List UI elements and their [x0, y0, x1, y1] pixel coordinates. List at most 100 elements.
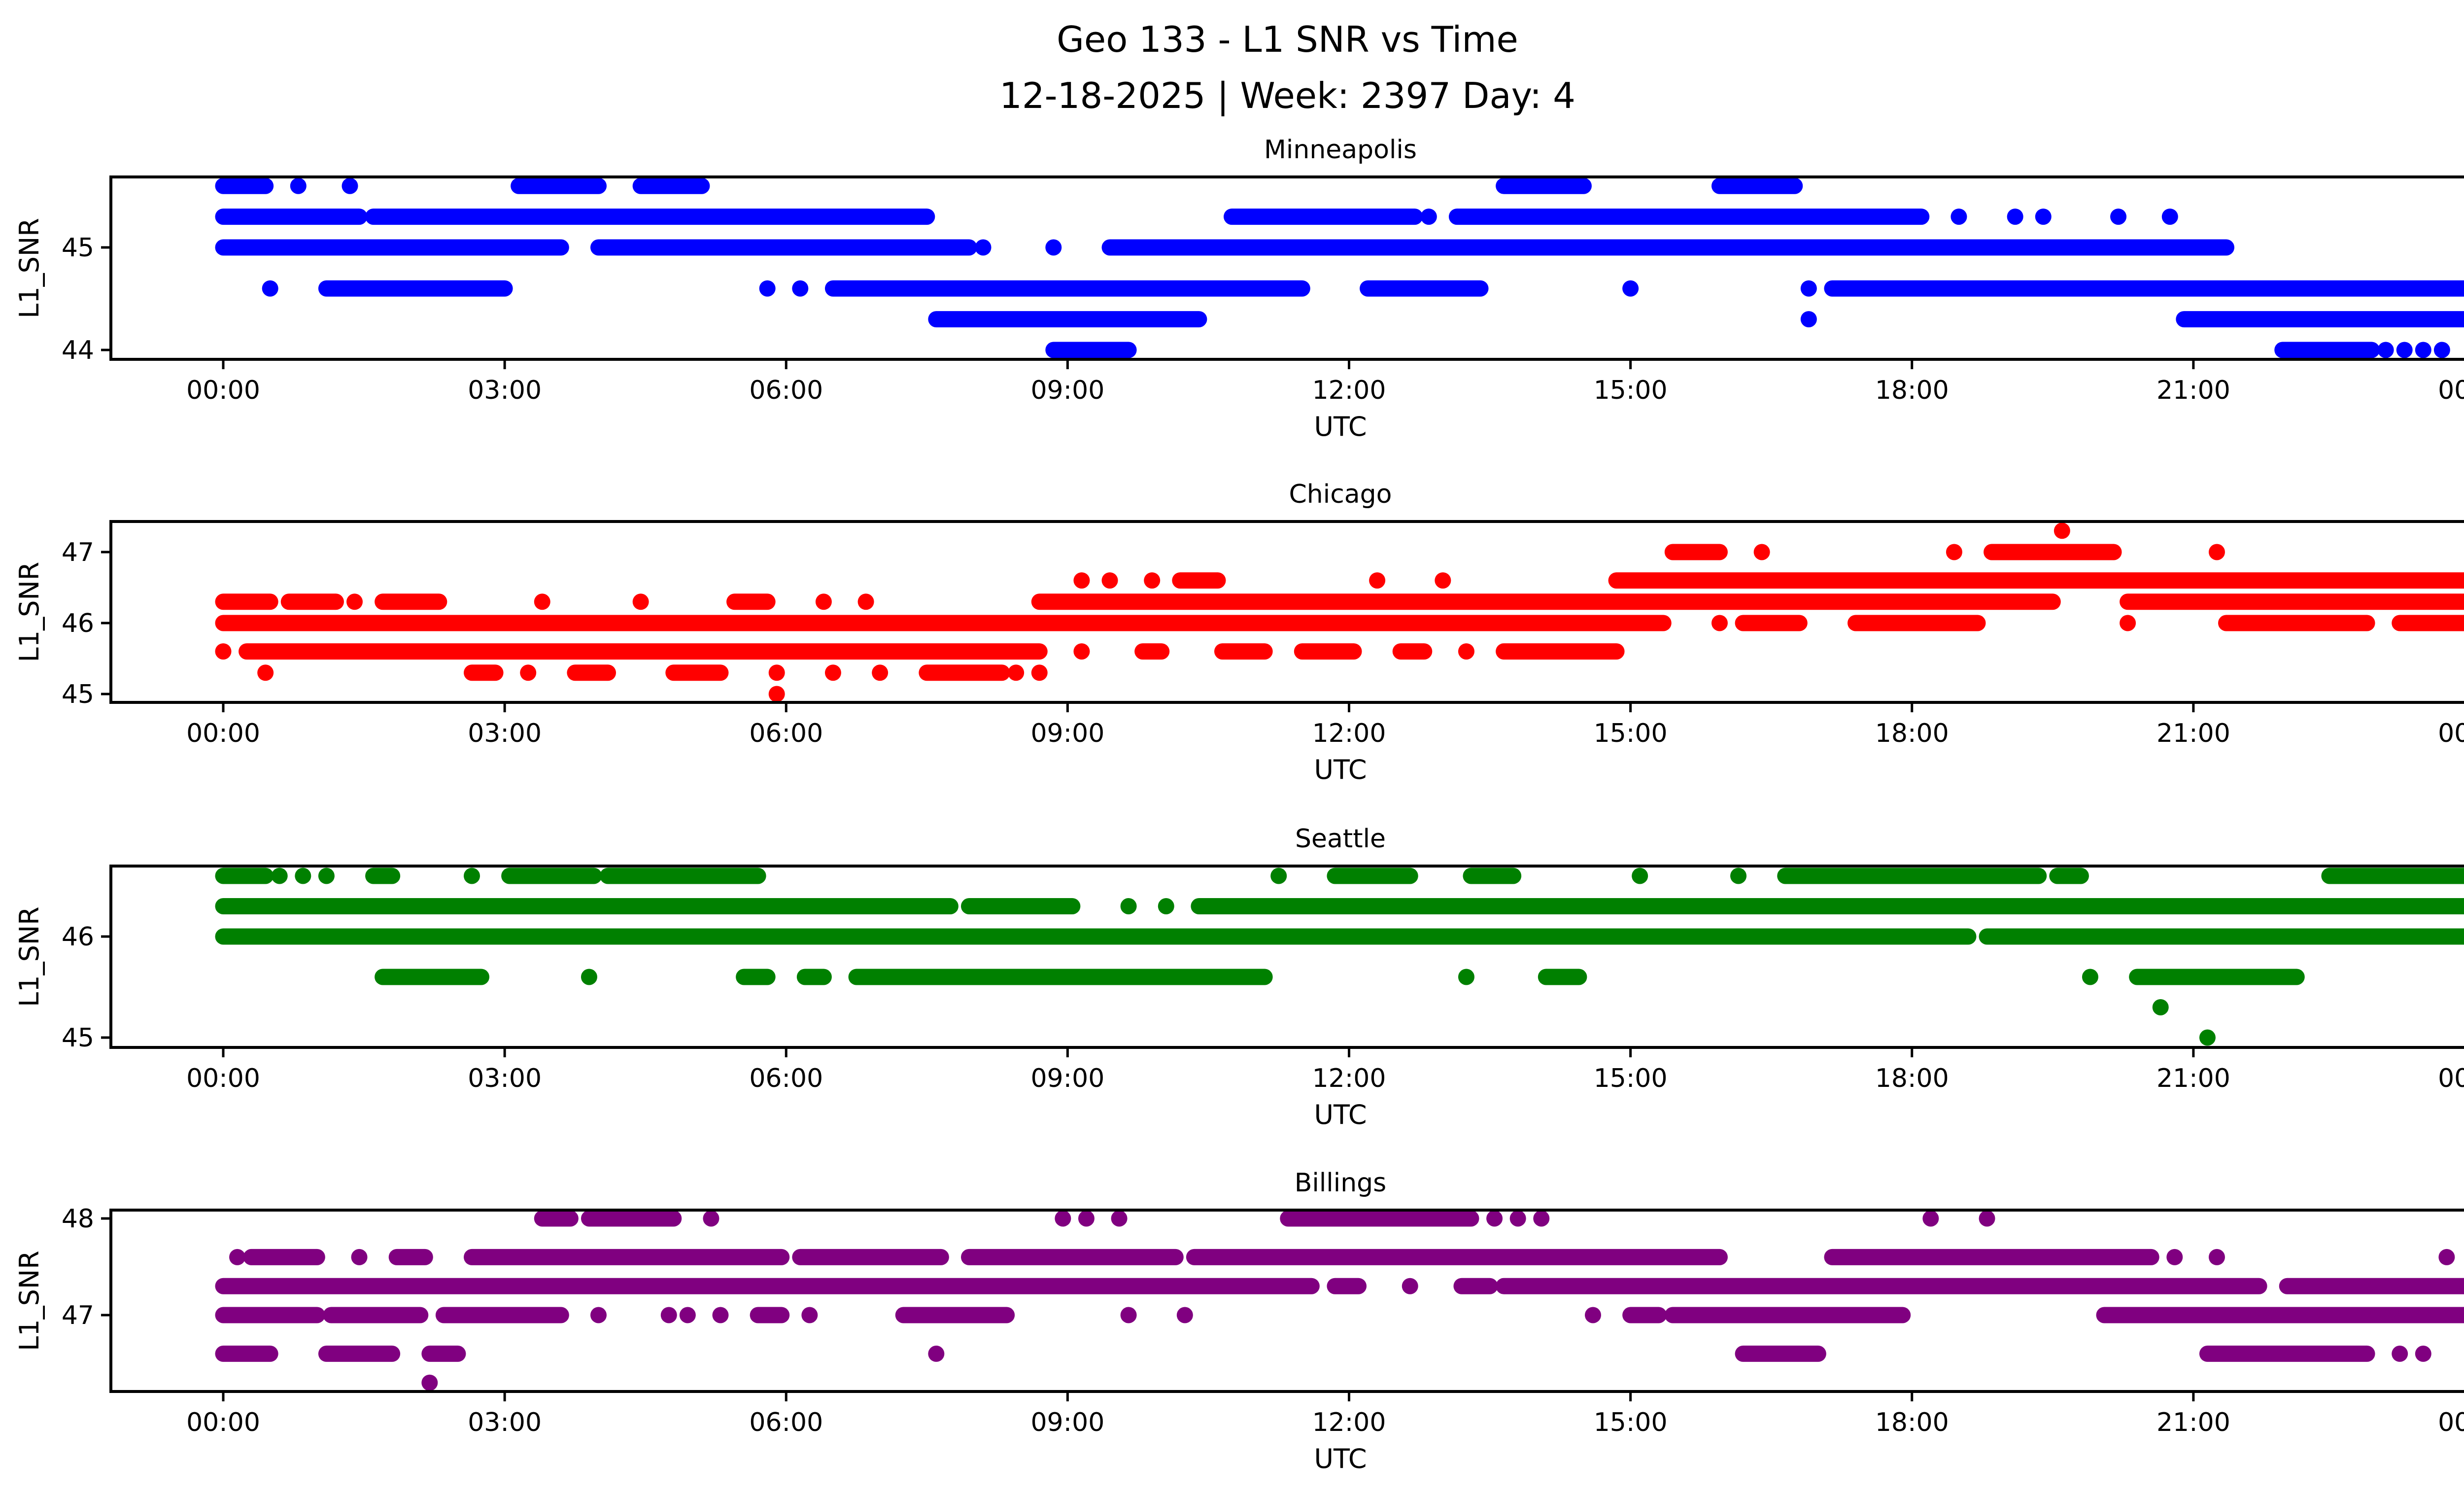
scatter-dot: [534, 593, 550, 610]
y-tick-label: 46: [62, 922, 94, 952]
x-tick-label: 06:00: [749, 1408, 823, 1437]
subplot-title-seattle: Seattle: [1295, 824, 1386, 854]
y-tick-label: 45: [62, 1023, 94, 1053]
scatter-dot: [581, 969, 597, 985]
scatter-dot: [2161, 209, 2178, 225]
y-axis-label-chicago: L1_SNR: [14, 562, 45, 662]
scatter-dot: [1951, 209, 1967, 225]
scatter-dot: [759, 280, 776, 297]
y-tick-label: 47: [62, 1301, 94, 1330]
x-tick-label: 15:00: [1594, 1064, 1668, 1093]
x-tick-label: 18:00: [1875, 1064, 1949, 1093]
scatter-dot: [2415, 342, 2431, 358]
scatter-dot: [792, 280, 809, 297]
scatter-dot: [1045, 239, 1062, 256]
scatter-dot: [1402, 1278, 1418, 1294]
scatter-dot: [1176, 1307, 1193, 1323]
scatter-dot: [215, 643, 232, 660]
y-tick-label: 44: [62, 336, 94, 365]
x-tick-label: 06:00: [749, 1064, 823, 1093]
scatter-dot: [857, 593, 874, 610]
scatter-dot: [2120, 615, 2136, 631]
y-axis-ticks-seattle: 45 46: [62, 922, 111, 1053]
scatter-dot: [2438, 1249, 2455, 1265]
x-tick-label: 00:00: [186, 376, 260, 405]
scatter-dot: [2166, 1249, 2183, 1265]
scatter-dot: [1144, 572, 1161, 589]
scatter-dot: [590, 1307, 607, 1323]
scatter-dot: [351, 1249, 368, 1265]
scatter-dot: [271, 868, 288, 884]
scatter-dot: [1800, 311, 1817, 328]
x-tick-label: 18:00: [1875, 376, 1949, 405]
scatter-dot: [2396, 342, 2413, 358]
scatter-dot: [2053, 522, 2070, 539]
x-tick-label: 00:00: [2438, 1064, 2464, 1093]
scatter-dot: [1111, 1210, 1128, 1227]
scatter-dot: [660, 1307, 677, 1323]
figure-subtitle: 12-18-2025 | Week: 2397 Day: 4: [999, 75, 1575, 116]
subplot-title-billings: Billings: [1295, 1168, 1387, 1198]
scatter-dot: [703, 1210, 719, 1227]
scatter-dot: [2110, 209, 2127, 225]
scatter-dot: [801, 1307, 818, 1323]
x-tick-label: 09:00: [1030, 719, 1104, 748]
scatter-series-minneapolis: [215, 177, 2464, 358]
scatter-dot: [1753, 544, 1770, 560]
x-tick-label: 15:00: [1594, 376, 1668, 405]
x-tick-label: 00:00: [2438, 719, 2464, 748]
x-tick-label: 12:00: [1312, 719, 1386, 748]
y-axis-label-seattle: L1_SNR: [14, 906, 45, 1007]
scatter-dot: [679, 1307, 696, 1323]
x-tick-label: 09:00: [1030, 376, 1104, 405]
figure-title: Geo 133 - L1 SNR vs Time: [1057, 19, 1518, 60]
scatter-dot: [975, 239, 992, 256]
scatter-dot: [1584, 1307, 1601, 1323]
scatter-dot: [1730, 868, 1747, 884]
y-tick-label: 48: [62, 1204, 94, 1234]
scatter-dot: [1078, 1210, 1095, 1227]
y-axis-ticks-billings: 47 48: [62, 1204, 111, 1330]
y-axis-ticks-chicago: 45 46 47: [62, 538, 111, 709]
x-tick-label: 00:00: [186, 1064, 260, 1093]
subplot-seattle: Seattle L1_SNR 45 46 00:00 03:00 06:00 09:00 12:…: [14, 824, 2464, 1130]
y-axis-label-billings: L1_SNR: [14, 1251, 45, 1351]
axes-frame-seattle: [109, 865, 2464, 1049]
scatter-dot: [632, 593, 649, 610]
scatter-dot: [1120, 1307, 1137, 1323]
x-tick-label: 00:00: [2438, 1408, 2464, 1437]
scatter-dot: [768, 664, 785, 681]
y-tick-label: 45: [62, 233, 94, 263]
scatter-dot: [229, 1249, 246, 1265]
x-tick-label: 03:00: [468, 376, 542, 405]
scatter-dot: [1946, 544, 1962, 560]
scatter-dot: [1055, 1210, 1071, 1227]
x-axis-label-seattle: UTC: [1314, 1099, 1367, 1130]
scatter-dot: [2377, 342, 2394, 358]
scatter-dot: [1073, 643, 1090, 660]
scatter-dot: [1270, 868, 1287, 884]
scatter-dot: [1008, 664, 1025, 681]
x-tick-label: 09:00: [1030, 1064, 1104, 1093]
x-tick-label: 21:00: [2156, 1408, 2230, 1437]
scatter-dot: [2208, 1249, 2225, 1265]
scatter-dot: [421, 1374, 438, 1391]
scatter-series-chicago: [215, 522, 2464, 702]
x-tick-label: 12:00: [1312, 1408, 1386, 1437]
scatter-dot: [1369, 572, 1386, 589]
x-axis-label-chicago: UTC: [1314, 754, 1367, 785]
x-tick-label: 03:00: [468, 1408, 542, 1437]
scatter-dot: [1120, 898, 1137, 914]
scatter-series-seattle: [215, 868, 2464, 1046]
subplot-chicago: Chicago L1_SNR 45 46 47 00:00 03:00 06:00 09:00 1…: [14, 480, 2464, 785]
scatter-dot: [342, 177, 358, 194]
subplot-minneapolis: Minneapolis L1_SNR 44 45 00:00 03:00 06:00 09:0…: [14, 135, 2464, 442]
x-tick-label: 21:00: [2156, 719, 2230, 748]
x-tick-label: 21:00: [2156, 376, 2230, 405]
y-axis-label-minneapolis: L1_SNR: [14, 218, 45, 318]
scatter-dot: [2152, 999, 2169, 1015]
scatter-dot: [1533, 1210, 1550, 1227]
x-tick-label: 21:00: [2156, 1064, 2230, 1093]
